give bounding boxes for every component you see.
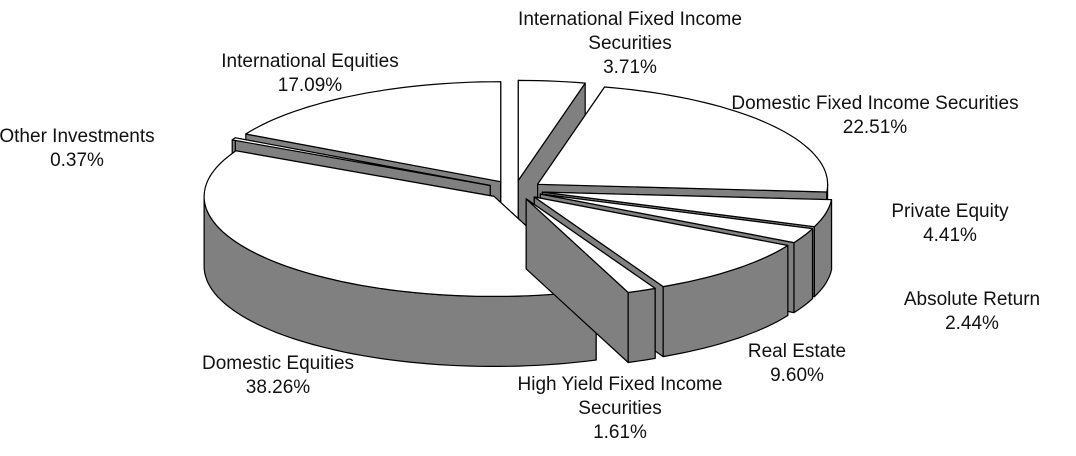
slice-top	[245, 81, 502, 183]
slice-top	[231, 137, 491, 187]
category-label: Real Estate	[747, 341, 847, 362]
slice-label: Domestic Equities 38.26%	[158, 352, 398, 400]
slice-top	[533, 196, 789, 288]
slice-top	[517, 79, 586, 181]
value-label: 4.41%	[923, 225, 977, 246]
value-label: 1.61%	[593, 422, 647, 443]
category-label: Other Investments	[0, 126, 155, 147]
slice-label: Domestic Fixed Income Securities 22.51%	[665, 92, 1076, 140]
category-label: High Yield Fixed Income Securities	[517, 374, 723, 419]
category-label: Private Equity	[891, 201, 1009, 222]
category-label: International Equities	[221, 51, 399, 72]
slice-top	[203, 150, 597, 297]
value-label: 2.44%	[945, 313, 999, 334]
value-label: 38.26%	[245, 377, 311, 398]
slice-top	[539, 193, 814, 244]
slice-label: International Fixed Income Securities 3.7…	[510, 8, 750, 80]
slice-label: Private Equity 4.41%	[850, 200, 1050, 248]
slice-top	[536, 86, 829, 193]
slice-label: Absolute Return 2.44%	[872, 288, 1072, 336]
category-label: Absolute Return	[903, 289, 1041, 310]
slice-label: Other Investments 0.37%	[0, 125, 177, 173]
value-label: 9.60%	[770, 365, 824, 386]
value-label: 0.37%	[50, 150, 104, 171]
slice-label: Real Estate 9.60%	[717, 340, 877, 388]
value-label: 3.71%	[603, 57, 657, 78]
value-label: 17.09%	[277, 75, 343, 96]
category-label: Domestic Equities	[201, 353, 355, 374]
slice-wall	[627, 287, 656, 364]
slice-top	[525, 198, 656, 294]
slice-top	[541, 191, 833, 228]
slice-label: International Equities 17.09%	[180, 50, 440, 98]
slice-label: High Yield Fixed Income Securities 1.61%	[480, 373, 760, 445]
category-label: Domestic Fixed Income Securities	[731, 93, 1019, 114]
category-label: International Fixed Income Securities	[518, 9, 742, 54]
pie-slice	[525, 198, 656, 364]
pie-slice	[203, 150, 597, 367]
value-label: 22.51%	[842, 117, 908, 138]
